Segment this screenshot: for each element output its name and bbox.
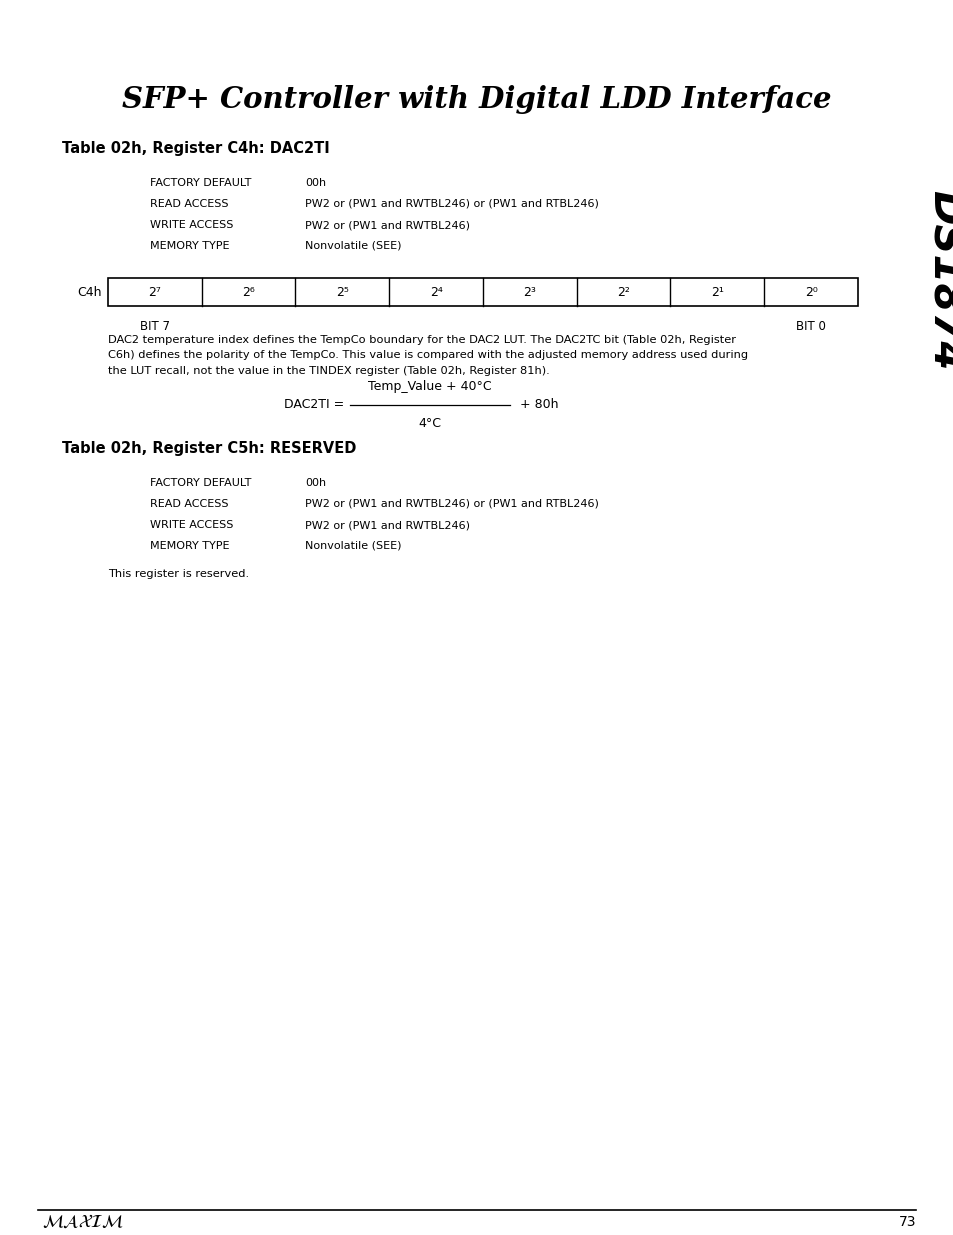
- Text: C6h) defines the polarity of the TempCo. This value is compared with the adjuste: C6h) defines the polarity of the TempCo.…: [108, 351, 747, 361]
- Text: PW2 or (PW1 and RWTBL246): PW2 or (PW1 and RWTBL246): [305, 520, 470, 530]
- Text: Nonvolatile (SEE): Nonvolatile (SEE): [305, 541, 401, 551]
- Text: 00h: 00h: [305, 178, 326, 188]
- Text: 2¹: 2¹: [710, 285, 723, 299]
- Text: $\mathcal{MAXIM}$: $\mathcal{MAXIM}$: [42, 1213, 123, 1231]
- Text: 2⁶: 2⁶: [242, 285, 254, 299]
- Text: 73: 73: [898, 1215, 915, 1229]
- Text: DAC2TI =: DAC2TI =: [283, 399, 344, 411]
- Text: MEMORY TYPE: MEMORY TYPE: [150, 241, 230, 251]
- Text: READ ACCESS: READ ACCESS: [150, 199, 229, 209]
- Text: 2⁰: 2⁰: [804, 285, 817, 299]
- Text: BIT 7: BIT 7: [140, 320, 170, 333]
- Text: 2³: 2³: [523, 285, 536, 299]
- Text: PW2 or (PW1 and RWTBL246) or (PW1 and RTBL246): PW2 or (PW1 and RWTBL246) or (PW1 and RT…: [305, 499, 598, 509]
- Text: C4h: C4h: [77, 285, 102, 299]
- Text: WRITE ACCESS: WRITE ACCESS: [150, 520, 233, 530]
- Text: FACTORY DEFAULT: FACTORY DEFAULT: [150, 478, 251, 488]
- Text: 4°C: 4°C: [418, 417, 441, 430]
- Text: SFP+ Controller with Digital LDD Interface: SFP+ Controller with Digital LDD Interfa…: [122, 85, 831, 115]
- Text: MEMORY TYPE: MEMORY TYPE: [150, 541, 230, 551]
- Text: Temp_Value + 40°C: Temp_Value + 40°C: [368, 380, 492, 393]
- Text: WRITE ACCESS: WRITE ACCESS: [150, 220, 233, 230]
- Text: DS1874: DS1874: [923, 190, 953, 370]
- Text: This register is reserved.: This register is reserved.: [108, 569, 249, 579]
- Bar: [108, 278, 857, 306]
- Text: PW2 or (PW1 and RWTBL246): PW2 or (PW1 and RWTBL246): [305, 220, 470, 230]
- Text: + 80h: + 80h: [519, 399, 558, 411]
- Text: Nonvolatile (SEE): Nonvolatile (SEE): [305, 241, 401, 251]
- Text: DAC2 temperature index defines the TempCo boundary for the DAC2 LUT. The DAC2TC : DAC2 temperature index defines the TempC…: [108, 335, 735, 345]
- Text: 2⁴: 2⁴: [429, 285, 442, 299]
- Text: 2⁵: 2⁵: [335, 285, 349, 299]
- Text: FACTORY DEFAULT: FACTORY DEFAULT: [150, 178, 251, 188]
- Text: 2⁷: 2⁷: [149, 285, 161, 299]
- Text: Table 02h, Register C5h: RESERVED: Table 02h, Register C5h: RESERVED: [62, 441, 356, 456]
- Text: READ ACCESS: READ ACCESS: [150, 499, 229, 509]
- Text: PW2 or (PW1 and RWTBL246) or (PW1 and RTBL246): PW2 or (PW1 and RWTBL246) or (PW1 and RT…: [305, 199, 598, 209]
- Text: BIT 0: BIT 0: [796, 320, 825, 333]
- Text: Table 02h, Register C4h: DAC2TI: Table 02h, Register C4h: DAC2TI: [62, 141, 330, 156]
- Text: the LUT recall, not the value in the TINDEX register (Table 02h, Register 81h).: the LUT recall, not the value in the TIN…: [108, 366, 549, 375]
- Text: 00h: 00h: [305, 478, 326, 488]
- Text: 2²: 2²: [617, 285, 629, 299]
